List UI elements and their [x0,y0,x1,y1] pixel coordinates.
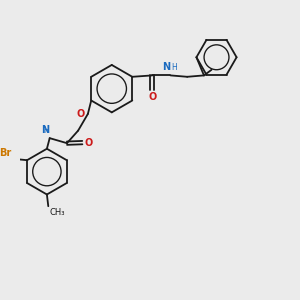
Text: N: N [162,62,170,72]
Text: O: O [85,138,93,148]
Text: H: H [172,63,177,72]
Text: Br: Br [0,148,11,158]
Text: N: N [42,125,50,135]
Text: CH₃: CH₃ [49,208,64,217]
Text: H: H [43,126,49,135]
Text: O: O [148,92,157,102]
Text: O: O [77,110,85,119]
